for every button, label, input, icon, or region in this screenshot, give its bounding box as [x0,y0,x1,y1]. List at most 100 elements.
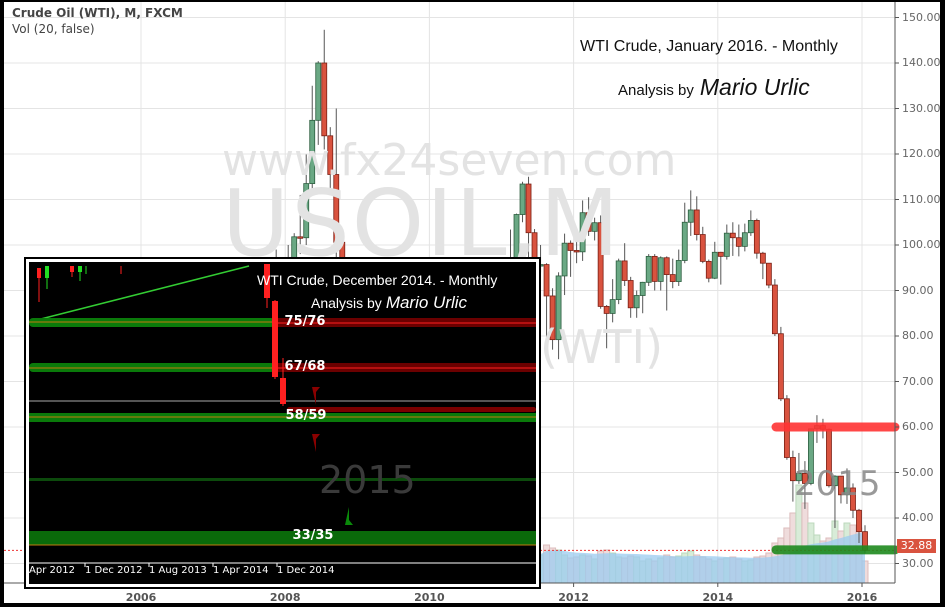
arrow-down-icon [312,434,320,452]
bullish-candle [645,255,652,283]
price-tick-label: 40.00 [902,511,934,524]
bullish-candle [615,260,622,300]
bullish-candle [519,183,526,215]
inset-x-tick: 1 Apr 2014 [213,565,269,576]
level-label: 33/35 [292,528,334,543]
time-tick-label: 2016 [846,591,878,604]
price-tick-label: 130.00 [902,101,941,115]
price-tick-label: 80.00 [902,329,934,342]
bearish-candle [717,251,724,257]
author-name: Mario Urlic [699,74,810,100]
arrow-down-icon [312,387,320,405]
level-line-dark [29,478,536,481]
bearish-candle [543,264,550,297]
bearish-candle [651,255,658,282]
bearish-candle [333,174,340,243]
bearish-candle [597,222,604,307]
bullish-candle [711,251,718,279]
bullish-candle [723,232,730,257]
bearish-candle [850,487,856,511]
inset-analysis-prefix: Analysis by [311,295,382,311]
inset-x-tick: 1 Dec 2012 [85,565,143,576]
price-tick-label: 150.00 [902,10,941,24]
bullish-candle [687,209,694,223]
bearish-candle [663,257,670,275]
inset-x-tick: 1 Dec 2014 [277,565,335,576]
bearish-candle [321,62,328,137]
analysis-prefix: Analysis by [618,82,694,99]
bearish-candle [802,473,808,484]
level-label: 67/68 [284,359,326,374]
bullish-candle [309,119,316,184]
bearish-candle [627,280,634,309]
bearish-candle [573,250,580,253]
inset-year-annotation: 2015 [319,458,416,502]
bullish-candle [609,299,616,314]
bearish-candle [777,333,784,400]
time-tick-label: 2008 [269,591,301,604]
year-annotation: 2015 [794,464,881,504]
bullish-candle [796,473,802,482]
bullish-candle [675,260,682,282]
inset-x-tick: 1 Aug 2013 [149,565,207,576]
bullish-candle [657,257,664,282]
bearish-candle [699,234,706,262]
bearish-candle [603,306,610,314]
price-tick-label: 30.00 [902,556,934,570]
bearish-candle [729,232,736,239]
bearish-candle [669,274,676,282]
price-tick-label: 120.00 [902,147,941,160]
price-tick-label: 110.00 [902,192,941,206]
volume-ma-area [534,533,865,583]
last-price-label: 32.88 [897,539,936,553]
inset-candles [264,264,286,406]
bullish-candle [303,183,310,239]
level-67-68 [29,363,536,372]
bullish-candle [639,281,646,296]
bearish-candle [735,237,742,247]
bearish-candle [753,220,760,254]
price-tick-label: 100.00 [902,238,941,251]
bullish-candle [579,212,586,253]
bullish-candle [832,475,838,487]
bearish-candle [790,457,796,482]
bearish-candle [838,475,844,496]
level-75-76 [29,318,536,327]
bearish-candle [585,212,592,232]
bearish-candle [567,242,574,251]
price-tick-label: 50.00 [902,465,934,479]
time-tick-label: 2006 [125,591,157,604]
time-tick-label: 2010 [414,591,445,604]
bearish-candle [771,284,778,335]
level-label: 58/59 [285,408,327,423]
inset-author-name: Mario Urlic [385,293,468,312]
bullish-candle [741,232,748,247]
time-tick-label: 2012 [558,591,589,604]
price-tick-label: 70.00 [902,374,934,388]
watermark-url: www.fx24seven.com [222,135,677,186]
arrow-up-icon [345,507,353,525]
symbol-legend[interactable]: Crude Oil (WTI), M, FXCM [12,6,183,20]
bearish-candle [693,209,700,235]
bearish-candle [297,236,304,239]
bearish-candle [525,183,532,234]
inset-author-line: Analysis by Mario Urlic [311,293,467,313]
inset-x-tick: Apr 2012 [29,565,75,576]
inset-title: WTI Crude, December 2014. - Monthly [257,272,498,288]
price-tick-label: 140.00 [902,56,941,69]
bearish-candle [705,260,712,279]
bullish-candle [747,220,754,234]
bullish-candle [513,214,520,260]
bearish-candle [549,295,556,341]
volume-legend[interactable]: Vol (20, false) [12,22,95,36]
bearish-candle [765,262,772,286]
level-label: 75/76 [284,314,326,329]
bearish-candle [327,135,334,175]
inset-axis-ticks [84,563,278,567]
watermark-symbol: USOIL,M [222,170,622,277]
inset-top-candles [37,266,122,302]
inset-chart-dec-2014: 2015 WTI Crude, December 2014. - Monthly… [24,257,541,589]
bullish-candle [315,62,322,121]
price-tick-label: 60.00 [902,420,934,433]
bullish-candle [591,222,598,232]
